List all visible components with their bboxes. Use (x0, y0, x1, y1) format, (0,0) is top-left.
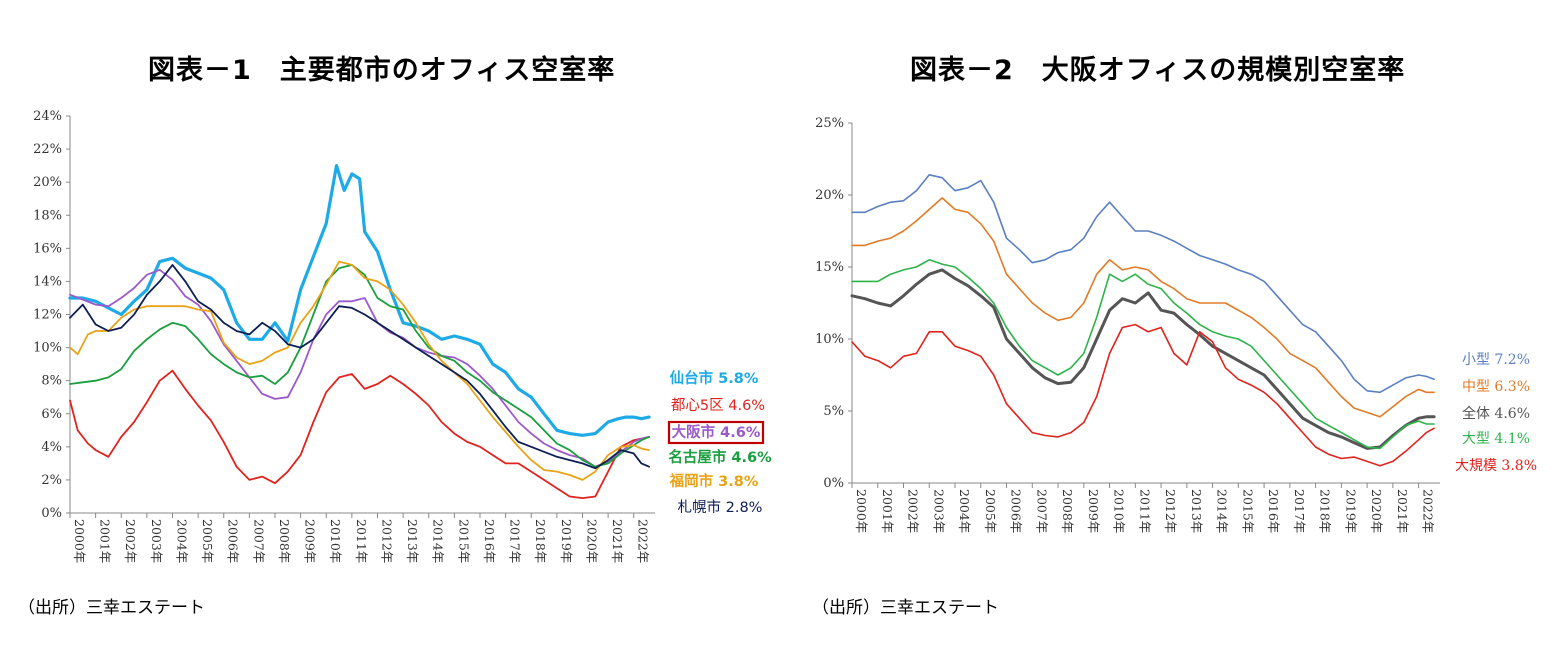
chart2-series-label-小型: 小型 7.2% (1462, 352, 1530, 368)
chart1-y-tick-label: 16% (33, 241, 62, 256)
chart1-y-tick-label: 10% (33, 341, 62, 356)
chart1-x-tick-label: 2015年 (456, 519, 471, 563)
chart2-x-tick-label: 2007年 (1034, 489, 1049, 533)
chart2-x-tick-label: 2006年 (1009, 489, 1024, 533)
chart2-series-label-大型: 大型 4.1% (1462, 431, 1530, 447)
chart2-y-tick-label: 15% (815, 260, 844, 275)
chart2-series-label-中型: 中型 6.3% (1462, 379, 1530, 395)
chart2-x-tick-label: 2000年 (854, 489, 869, 533)
chart1-series-label-仙台市: 仙台市 5.8% (670, 369, 759, 387)
chart1-x-tick-label: 2014年 (431, 519, 446, 563)
chart1-source: （出所）三幸エステート (18, 598, 205, 618)
chart2-x-tick-label: 2020年 (1369, 489, 1384, 533)
chart2-x-tick-label: 2008年 (1060, 489, 1075, 533)
chart2-y-tick-label: 10% (815, 332, 844, 347)
chart2-y-tick-label: 25% (815, 116, 844, 131)
chart1-y-tick-label: 4% (41, 440, 62, 455)
chart2-x-tick-label: 2019年 (1343, 489, 1358, 533)
chart1-x-tick-label: 2021年 (610, 519, 625, 563)
chart1-x-tick-label: 2019年 (559, 519, 574, 563)
chart1-x-tick-label: 2020年 (584, 519, 599, 563)
chart2-x-tick-label: 2004年 (957, 489, 972, 533)
chart2-title: 図表－2 大阪オフィスの規模別空室率 (910, 55, 1406, 86)
chart2-series-line-全体 (850, 268, 1436, 450)
chart1-y-tick-label: 12% (33, 308, 62, 323)
chart1-x-tick-label: 2022年 (636, 519, 651, 563)
chart1-y-tick-label: 0% (41, 506, 62, 521)
chart1-x-tick-label: 2001年 (98, 519, 113, 563)
chart1-x-tick-label: 2010年 (328, 519, 343, 563)
chart1-y-tick-label: 20% (33, 175, 62, 190)
chart1-y-tick-label: 14% (33, 274, 62, 289)
chart1-series-line-大阪市 (69, 268, 650, 468)
chart1-y-tick-label: 22% (33, 142, 62, 157)
chart1-series-line-都心5区 (69, 369, 650, 500)
chart1-y-tick-label: 2% (41, 473, 62, 488)
chart1-x-tick-label: 2017年 (508, 519, 523, 563)
chart1-highlight-box (667, 420, 765, 445)
chart2-x-tick-label: 2010年 (1112, 489, 1127, 533)
chart1-series-label-札幌市: 札幌市 2.8% (678, 499, 763, 516)
chart2-y-tick-label: 20% (815, 188, 844, 203)
chart2-series-label-全体: 全体 4.6% (1462, 405, 1530, 422)
chart1-series-line-福岡市 (69, 260, 650, 481)
chart2-osaka-vacancy-by-size: 0% 5% 10% 15% 20% 25% 2000年 2001年 2002年 2003年 2004… (815, 116, 1537, 533)
chart2-y-tick-label: 0% (823, 476, 844, 491)
chart1-x-tick-label: 2008年 (277, 519, 292, 563)
chart1-series-line-札幌市 (69, 263, 650, 470)
chart1-x-tick-label: 2000年 (72, 519, 87, 563)
chart1-y-tick-label: 6% (41, 407, 62, 422)
chart2-y-tick-label: 5% (823, 404, 844, 419)
chart2-x-tick-label: 2012年 (1163, 489, 1178, 533)
chart2-x-tick-label: 2015年 (1240, 489, 1255, 533)
chart1-x-tick-label: 2018年 (533, 519, 548, 563)
chart2-x-tick-label: 2011年 (1137, 489, 1152, 533)
chart2-x-tick-label: 2002年 (906, 489, 921, 533)
chart2-x-tick-label: 2014年 (1215, 489, 1230, 533)
chart1-y-tick-label: 18% (33, 208, 62, 223)
chart2-x-tick-label: 2001年 (880, 489, 895, 533)
chart1-x-tick-label: 2002年 (123, 519, 138, 563)
chart1-title: 図表－1 主要都市のオフィス空室率 (148, 55, 616, 86)
chart2-x-tick-label: 2013年 (1189, 489, 1204, 533)
chart2-x-tick-label: 2005年 (983, 489, 998, 533)
chart1-series-label-都心5区: 都心5区 4.6% (671, 397, 765, 414)
chart2-series-line-小型 (851, 174, 1435, 394)
chart2-x-tick-label: 2003年 (931, 489, 946, 533)
chart1-x-tick-label: 2009年 (303, 519, 318, 563)
chart1-x-tick-label: 2005年 (200, 519, 215, 563)
chart1-vacancy-major-cities: 0% 2% 4% 6% 8% 10% 12% 14% 16% 18% 20% 22% 24% 2000年 2… (33, 109, 772, 563)
chart2-source: （出所）三幸エステート (812, 598, 999, 618)
chart1-series-label-名古屋市: 名古屋市 4.6% (668, 448, 772, 466)
chart1-y-tick-label: 24% (33, 109, 62, 124)
chart1-x-tick-label: 2006年 (226, 519, 241, 563)
chart2-series-line-大型 (851, 258, 1435, 450)
chart2-x-tick-label: 2009年 (1086, 489, 1101, 533)
chart1-y-tick-label: 8% (41, 374, 62, 389)
chart1-x-tick-label: 2013年 (405, 519, 420, 563)
chart2-series-line-中型 (851, 197, 1435, 418)
chart2-x-tick-label: 2018年 (1318, 489, 1333, 533)
chart2-series-line-大規模 (851, 323, 1435, 467)
chart2-series-label-大規模: 大規模 3.8% (1455, 458, 1537, 474)
chart1-x-tick-label: 2007年 (251, 519, 266, 563)
chart1-x-tick-label: 2012年 (379, 519, 394, 563)
chart1-series-label-大阪市: 大阪市 4.6% (672, 423, 761, 441)
chart1-x-tick-label: 2011年 (354, 519, 369, 563)
chart2-x-tick-label: 2016年 (1266, 489, 1281, 533)
chart1-x-tick-label: 2003年 (149, 519, 164, 563)
chart1-x-tick-label: 2004年 (174, 519, 189, 563)
chart2-x-tick-label: 2022年 (1421, 489, 1436, 533)
chart1-series-line-仙台市 (68, 164, 651, 437)
chart2-x-tick-label: 2017年 (1292, 489, 1307, 533)
chart1-series-line-名古屋市 (69, 263, 650, 468)
chart2-x-tick-label: 2021年 (1395, 489, 1410, 533)
chart1-x-tick-label: 2016年 (482, 519, 497, 563)
chart1-series-label-福岡市: 福岡市 3.8% (669, 472, 759, 490)
